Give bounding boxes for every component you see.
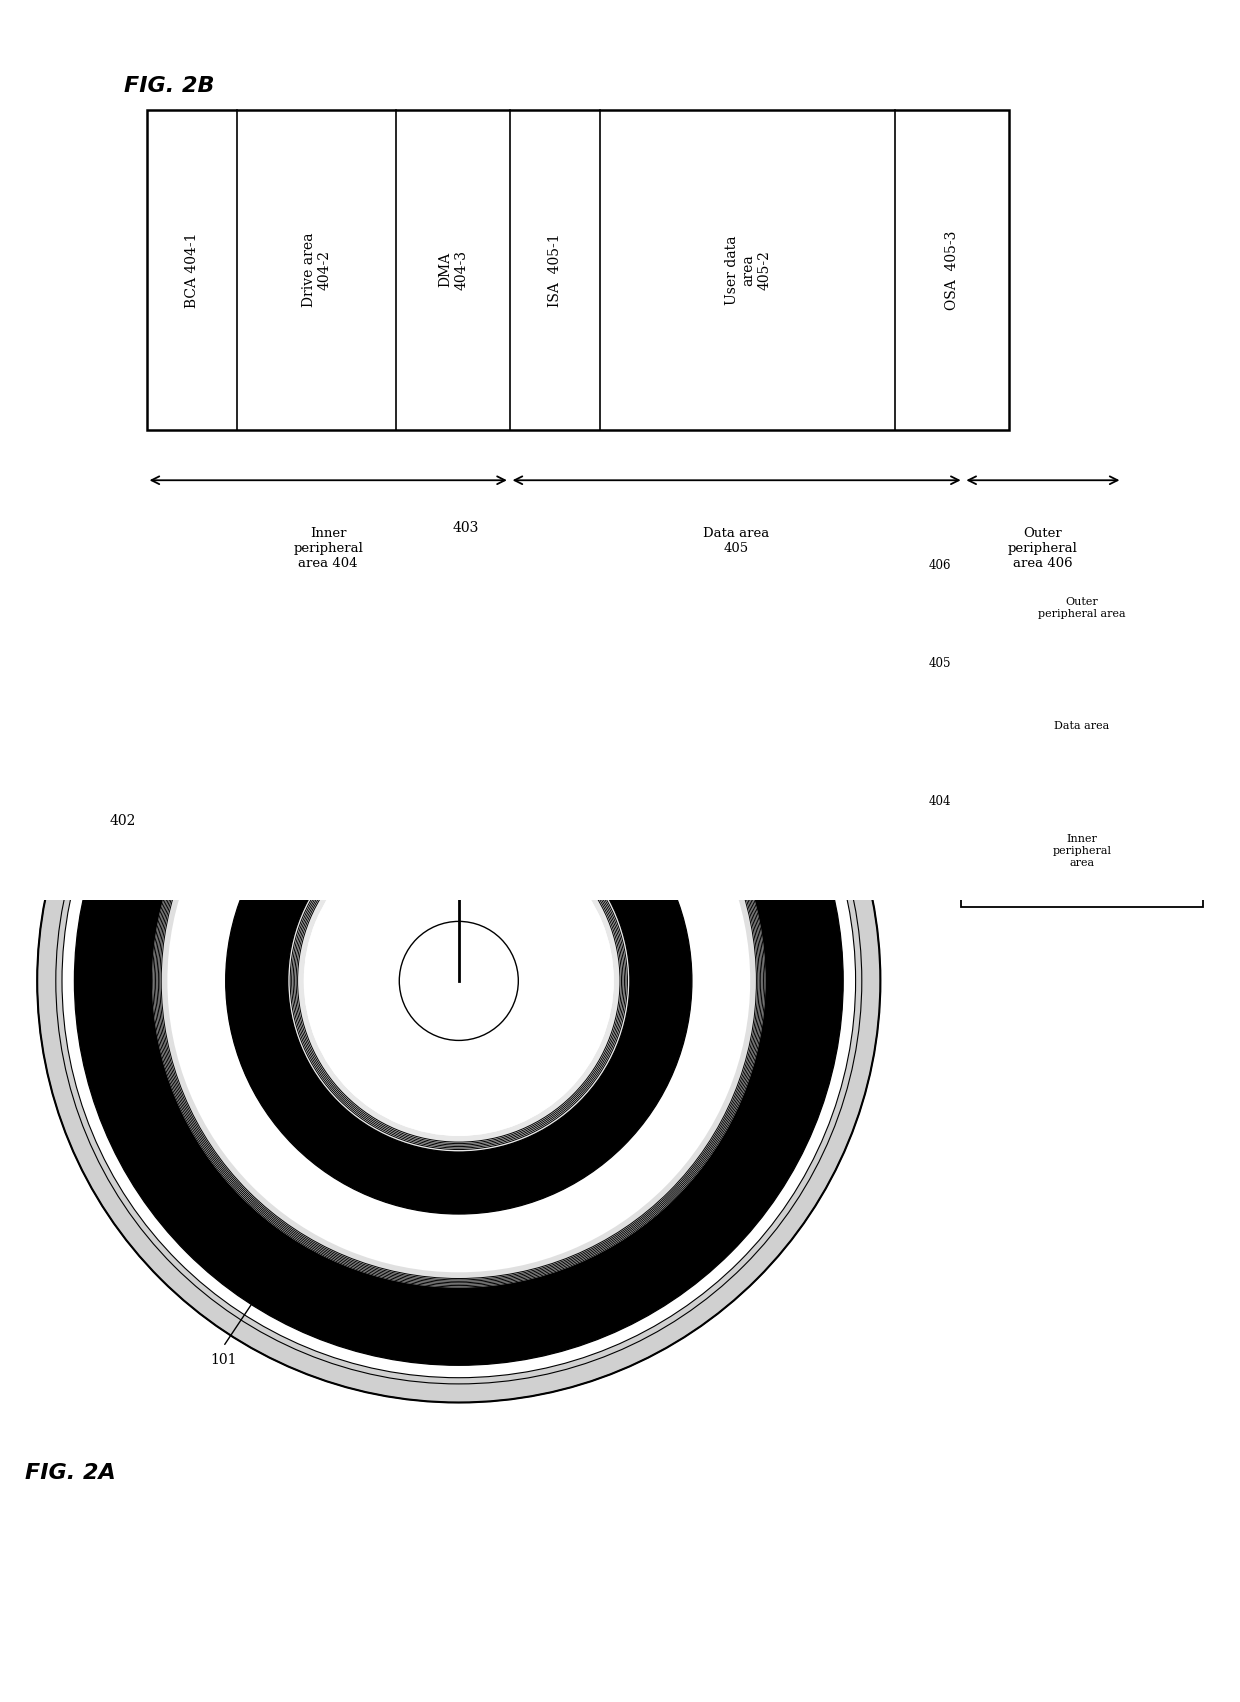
Text: 403: 403: [453, 521, 479, 534]
FancyBboxPatch shape: [961, 657, 1203, 795]
Text: Inner
peripheral
area 404: Inner peripheral area 404: [294, 526, 363, 570]
Wedge shape: [151, 674, 766, 1288]
Text: Drive area
404-2: Drive area 404-2: [301, 233, 332, 306]
Text: FIG. 2B: FIG. 2B: [124, 77, 215, 97]
Circle shape: [399, 921, 518, 1040]
Text: OSA  405-3: OSA 405-3: [945, 230, 960, 310]
Wedge shape: [274, 594, 392, 638]
Text: 404: 404: [929, 795, 951, 808]
Text: 405: 405: [929, 657, 951, 669]
Wedge shape: [226, 960, 310, 1098]
Text: Outer
peripheral area: Outer peripheral area: [1038, 597, 1126, 620]
Text: Data area: Data area: [1054, 722, 1110, 730]
Text: ISA  405-1: ISA 405-1: [548, 233, 562, 306]
Wedge shape: [304, 825, 614, 1135]
Wedge shape: [37, 560, 880, 1402]
Text: Data area
405: Data area 405: [703, 526, 770, 555]
Text: 406: 406: [929, 560, 951, 572]
FancyBboxPatch shape: [146, 111, 1009, 431]
Wedge shape: [226, 747, 692, 1214]
FancyBboxPatch shape: [961, 795, 1203, 907]
Text: BCA 404-1: BCA 404-1: [185, 231, 200, 308]
Wedge shape: [74, 596, 843, 1365]
Text: User data
area
405-2: User data area 405-2: [724, 235, 771, 305]
Text: 402: 402: [110, 814, 136, 829]
Text: Inner
peripheral
area: Inner peripheral area: [1053, 834, 1111, 868]
Text: 101: 101: [210, 1353, 237, 1367]
FancyBboxPatch shape: [961, 560, 1203, 657]
Text: DMA
404-3: DMA 404-3: [438, 250, 467, 289]
Text: Outer
peripheral
area 406: Outer peripheral area 406: [1008, 526, 1078, 570]
Wedge shape: [288, 810, 630, 1152]
Text: FIG. 2A: FIG. 2A: [25, 1464, 115, 1482]
